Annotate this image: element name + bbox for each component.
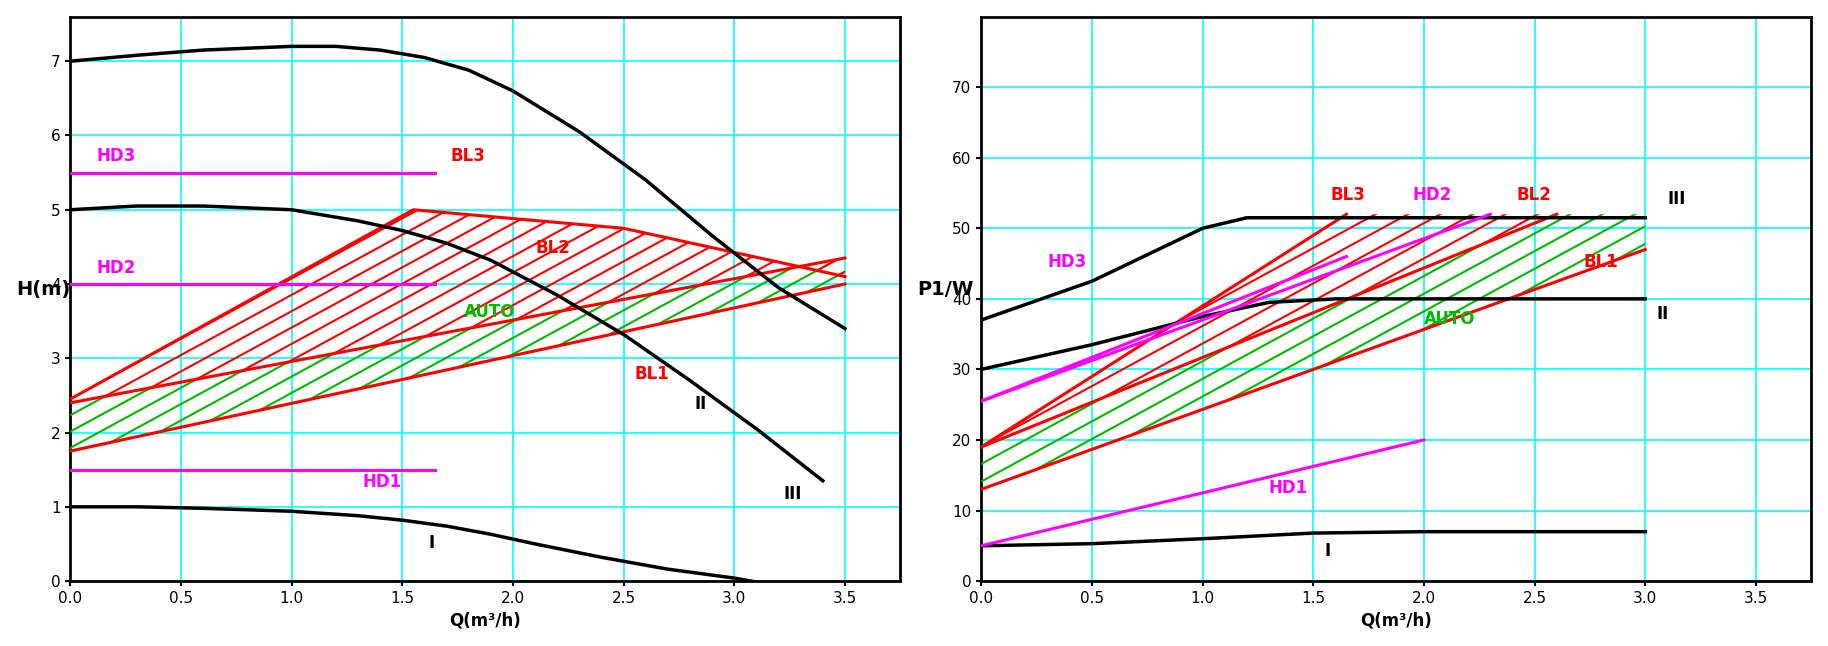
Text: I: I [1323,543,1331,560]
Text: II: II [695,395,707,413]
Text: BL3: BL3 [452,147,486,165]
Text: BL2: BL2 [1517,186,1552,204]
Text: II: II [1656,305,1669,322]
Text: HD2: HD2 [1413,186,1451,204]
Text: HD1: HD1 [362,473,402,491]
Text: BL1: BL1 [1583,253,1618,271]
X-axis label: Q(m³/h): Q(m³/h) [450,611,521,629]
Text: HD1: HD1 [1269,479,1309,497]
Text: HD3: HD3 [97,147,135,165]
Text: III: III [1667,190,1685,207]
Y-axis label: H(m): H(m) [16,280,71,299]
Text: III: III [782,485,801,503]
Text: I: I [430,534,435,552]
Text: AUTO: AUTO [1424,309,1475,328]
Text: BL2: BL2 [536,239,570,257]
Text: HD2: HD2 [97,259,135,277]
Text: BL3: BL3 [1331,186,1366,204]
X-axis label: Q(m³/h): Q(m³/h) [1360,611,1431,629]
Text: BL1: BL1 [634,365,669,383]
Text: AUTO: AUTO [464,304,515,322]
Y-axis label: P1/W: P1/W [918,280,972,299]
Text: HD3: HD3 [1047,253,1088,271]
